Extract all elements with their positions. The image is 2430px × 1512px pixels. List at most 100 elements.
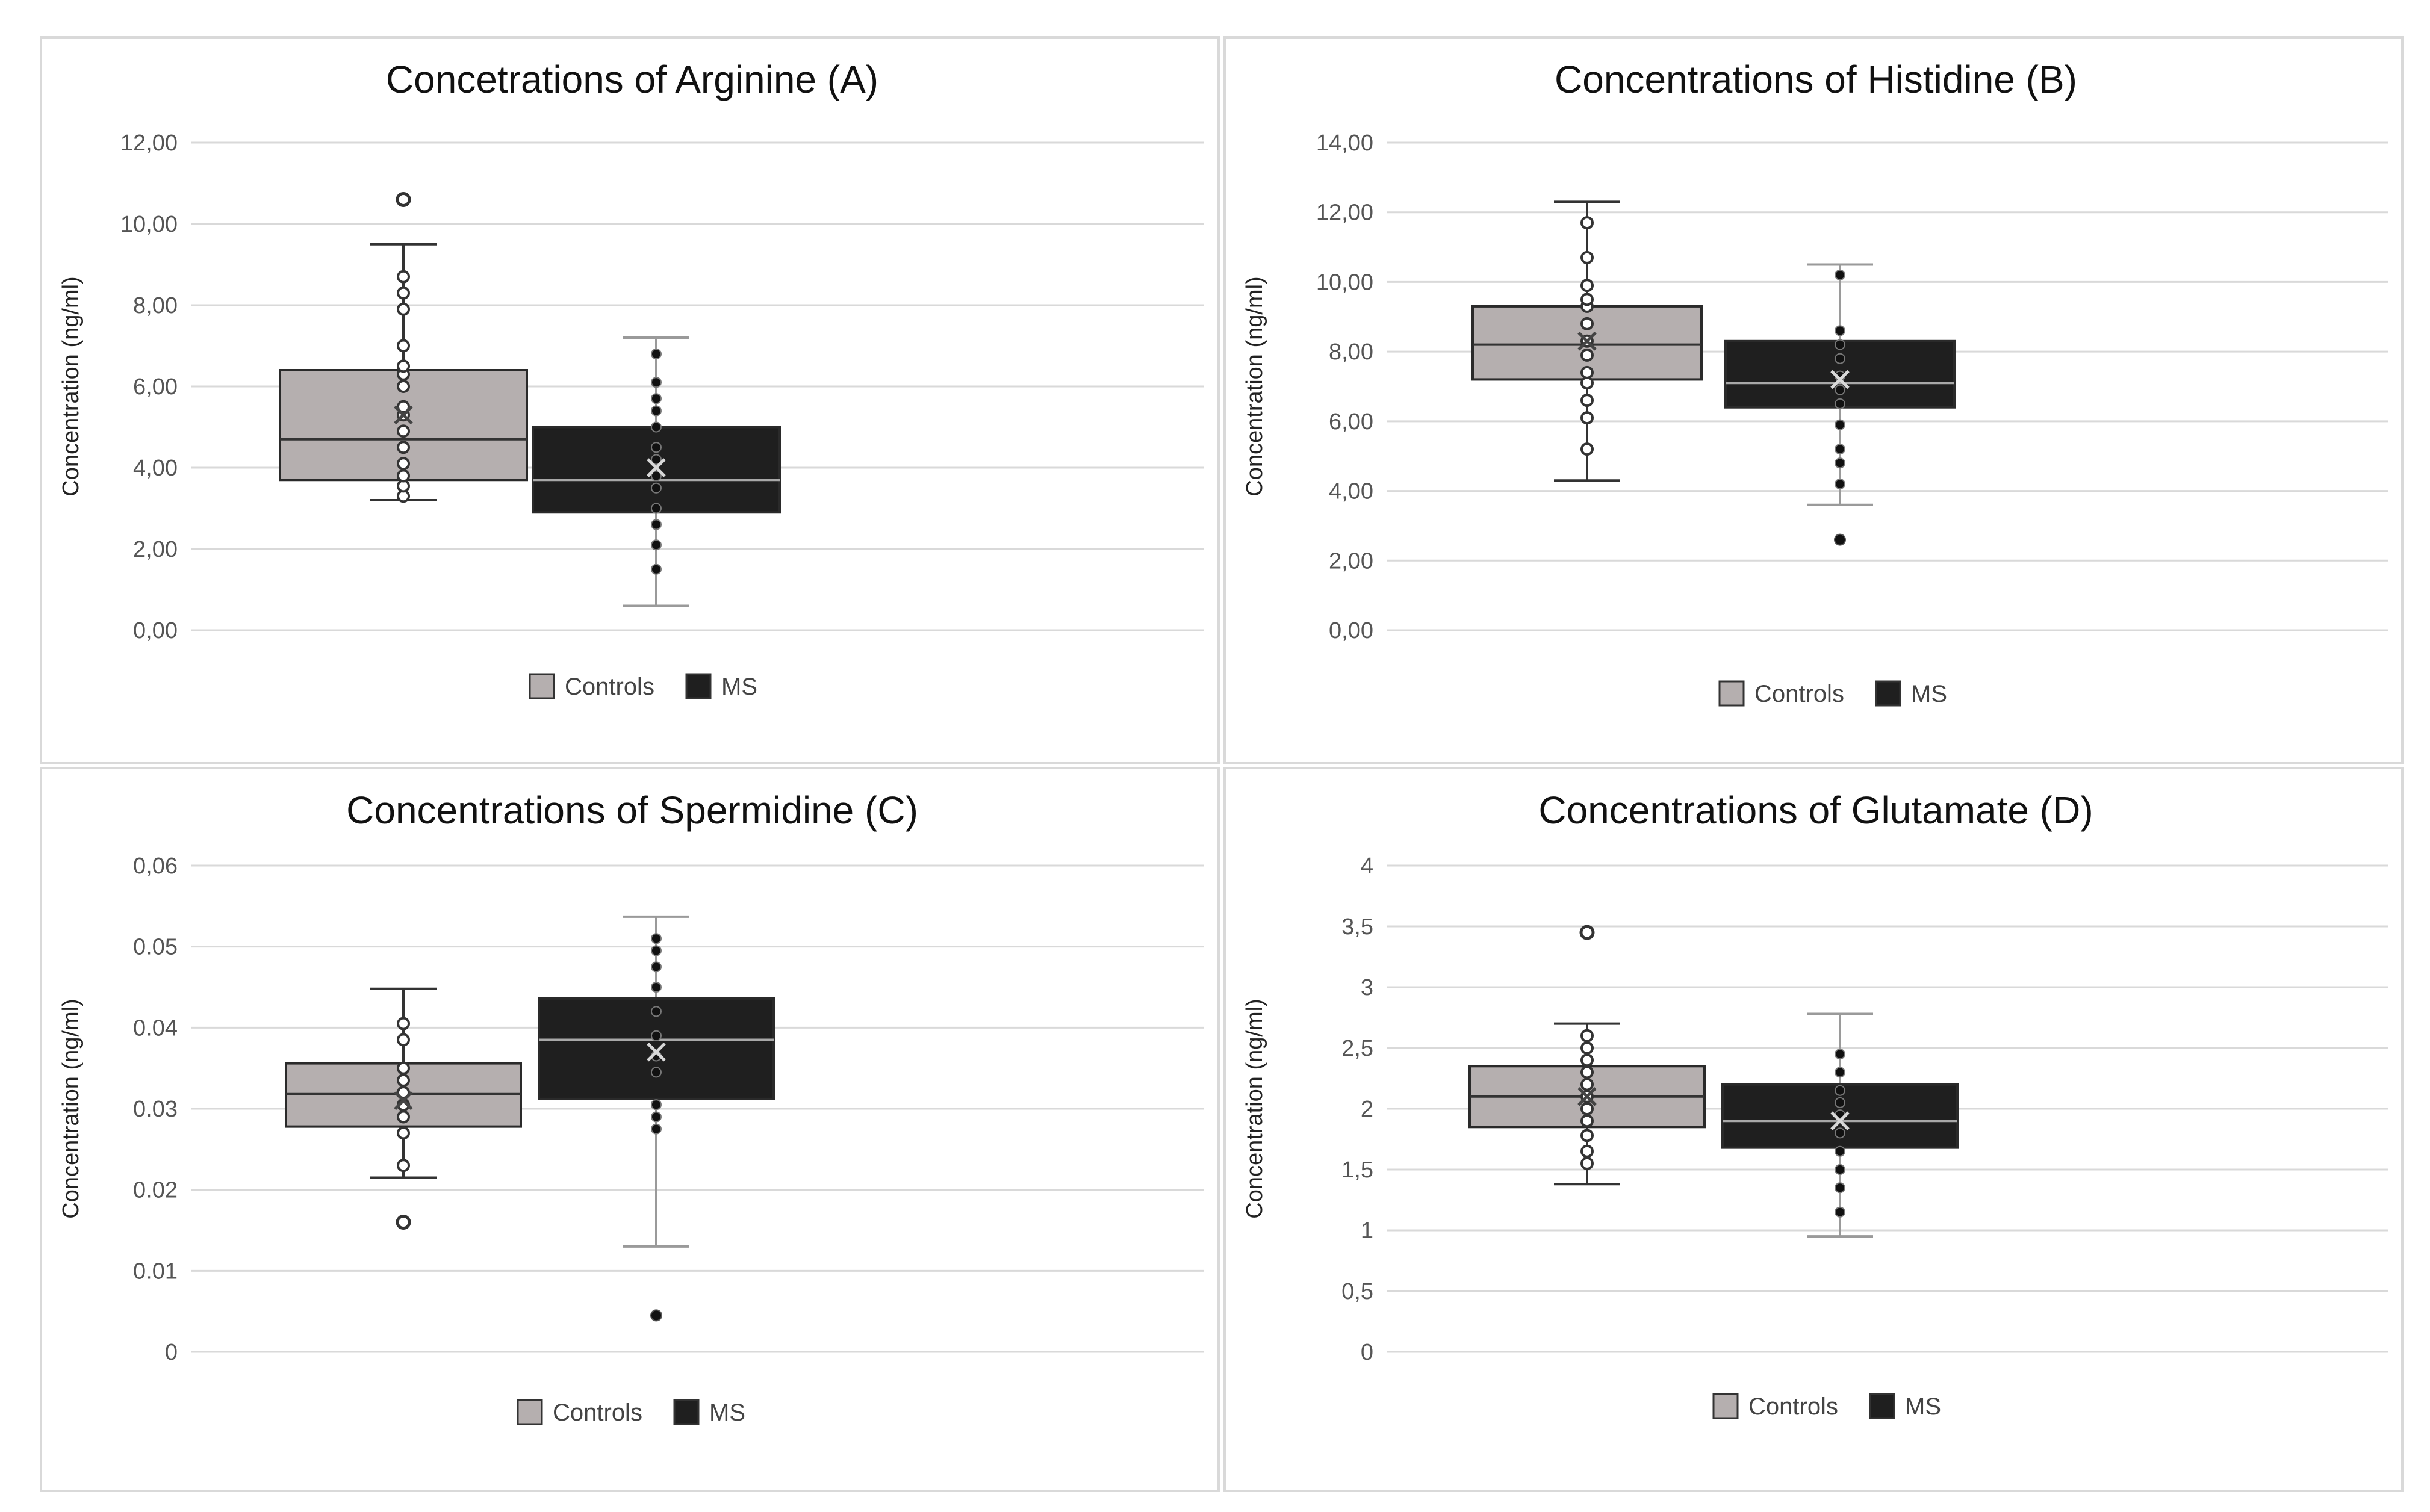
data-point: [651, 393, 662, 404]
chart-title: Concentrations of Spermidine (C): [346, 789, 918, 832]
data-point: [1835, 1164, 1845, 1175]
data-point: [1835, 1097, 1845, 1108]
data-point: [1580, 1065, 1594, 1079]
y-tick-label: 0.05: [133, 935, 178, 960]
legend-label: Controls: [1748, 1393, 1838, 1420]
y-tick-label: 8,00: [133, 293, 178, 318]
y-tick-label: 0.01: [133, 1259, 178, 1284]
data-point: [397, 286, 410, 300]
data-point: [1835, 419, 1845, 430]
y-axis-label: Concentration (ng/ml): [1242, 276, 1267, 496]
chart-title: Concentrations of Glutamate (D): [1538, 789, 2093, 832]
chart-panel-d: Concentrations of Glutamate (D) Concentra…: [1223, 767, 2404, 1492]
data-point: [1835, 1127, 1845, 1139]
y-tick-label: 2,5: [1341, 1036, 1373, 1061]
legend: Controls MS: [1718, 680, 1947, 707]
data-point: [1580, 348, 1594, 362]
data-point: [1835, 398, 1845, 409]
data-point: [397, 457, 410, 471]
y-tick-label: 1,5: [1341, 1157, 1373, 1183]
legend-label: Controls: [1754, 681, 1844, 707]
chart-panel-b: Concentrations of Histidine (B) Concentra…: [1223, 36, 2404, 764]
legend: Controls MS: [1712, 1393, 1941, 1420]
data-point: [1580, 1053, 1594, 1067]
y-tick-label: 10,00: [1316, 270, 1373, 295]
outlier-point: [1834, 533, 1846, 546]
legend-label: Controls: [565, 674, 654, 700]
chart-title: Concetrations of Arginine (A): [386, 58, 878, 101]
data-point: [1580, 1129, 1594, 1142]
chart-svg-2: Concentrations of Spermidine (C) Concentr…: [58, 789, 1204, 1426]
outlier-point: [650, 1309, 662, 1322]
mean-marker: [1577, 332, 1597, 351]
data-point: [1580, 1114, 1594, 1128]
data-point: [1580, 1029, 1594, 1043]
data-point: [397, 1110, 410, 1124]
chart-title: Concentrations of Histidine (B): [1555, 58, 2077, 101]
data-point: [651, 421, 662, 433]
y-tick-label: 0.03: [133, 1097, 178, 1122]
data-point: [651, 405, 662, 417]
legend-swatch: [1875, 680, 1901, 707]
data-point: [651, 1006, 662, 1017]
data-point: [397, 302, 410, 316]
chart-panel-a: Concetrations of Arginine (A) Concentrati…: [40, 36, 1220, 764]
y-tick-label: 4: [1361, 854, 1373, 879]
data-point: [1580, 394, 1594, 407]
outlier-point: [396, 1215, 411, 1230]
data-point: [1835, 269, 1845, 280]
data-point: [651, 961, 662, 973]
data-point: [651, 503, 662, 514]
legend-swatch: [673, 1399, 700, 1425]
data-point: [1835, 1067, 1845, 1078]
box-series-ms: [538, 915, 775, 1322]
y-axis-label: Concentration (ng/ml): [58, 999, 84, 1218]
data-point: [651, 1030, 662, 1041]
y-tick-label: 0,06: [133, 854, 178, 879]
y-tick-label: 6,00: [1329, 409, 1373, 435]
outlier-point: [396, 192, 411, 207]
data-point: [651, 482, 662, 494]
data-point: [397, 359, 410, 373]
y-tick-label: 3,5: [1341, 914, 1373, 940]
outlier-point: [1579, 925, 1595, 940]
data-point: [1580, 1144, 1594, 1158]
data-point: [1580, 216, 1594, 230]
legend: Controls MS: [529, 673, 757, 700]
data-point: [1580, 293, 1594, 306]
y-tick-label: 12,00: [120, 131, 178, 156]
mean-marker: [1577, 1087, 1597, 1106]
mean-marker: [394, 405, 413, 425]
legend-label: MS: [1911, 681, 1947, 707]
legend-label: Controls: [553, 1399, 642, 1426]
mean-marker: [1830, 1111, 1850, 1130]
chart-svg-3: Concentrations of Glutamate (D) Concentra…: [1242, 789, 2388, 1420]
data-point: [1835, 479, 1845, 489]
data-point: [397, 1017, 410, 1030]
data-point: [651, 933, 662, 944]
data-point: [397, 339, 410, 353]
data-point: [1580, 317, 1594, 330]
y-tick-label: 1: [1361, 1218, 1373, 1244]
data-point: [397, 1073, 410, 1087]
data-point: [651, 349, 662, 359]
legend-label: MS: [1905, 1393, 1941, 1420]
data-point: [651, 945, 662, 956]
data-point: [651, 377, 662, 388]
legend-swatch: [529, 673, 555, 699]
data-point: [651, 982, 662, 993]
y-tick-label: 2: [1361, 1097, 1373, 1122]
mean-marker: [647, 458, 666, 477]
box-series-controls: [1471, 200, 1703, 482]
y-tick-label: 0.04: [133, 1015, 178, 1041]
y-tick-label: 4,00: [1329, 479, 1373, 504]
y-tick-label: 6,00: [133, 374, 178, 400]
y-tick-label: 10,00: [120, 212, 178, 237]
data-point: [397, 1086, 410, 1100]
y-tick-label: 2,00: [1329, 548, 1373, 574]
data-point: [397, 380, 410, 393]
y-tick-label: 0,5: [1341, 1279, 1373, 1304]
data-point: [1580, 1041, 1594, 1055]
